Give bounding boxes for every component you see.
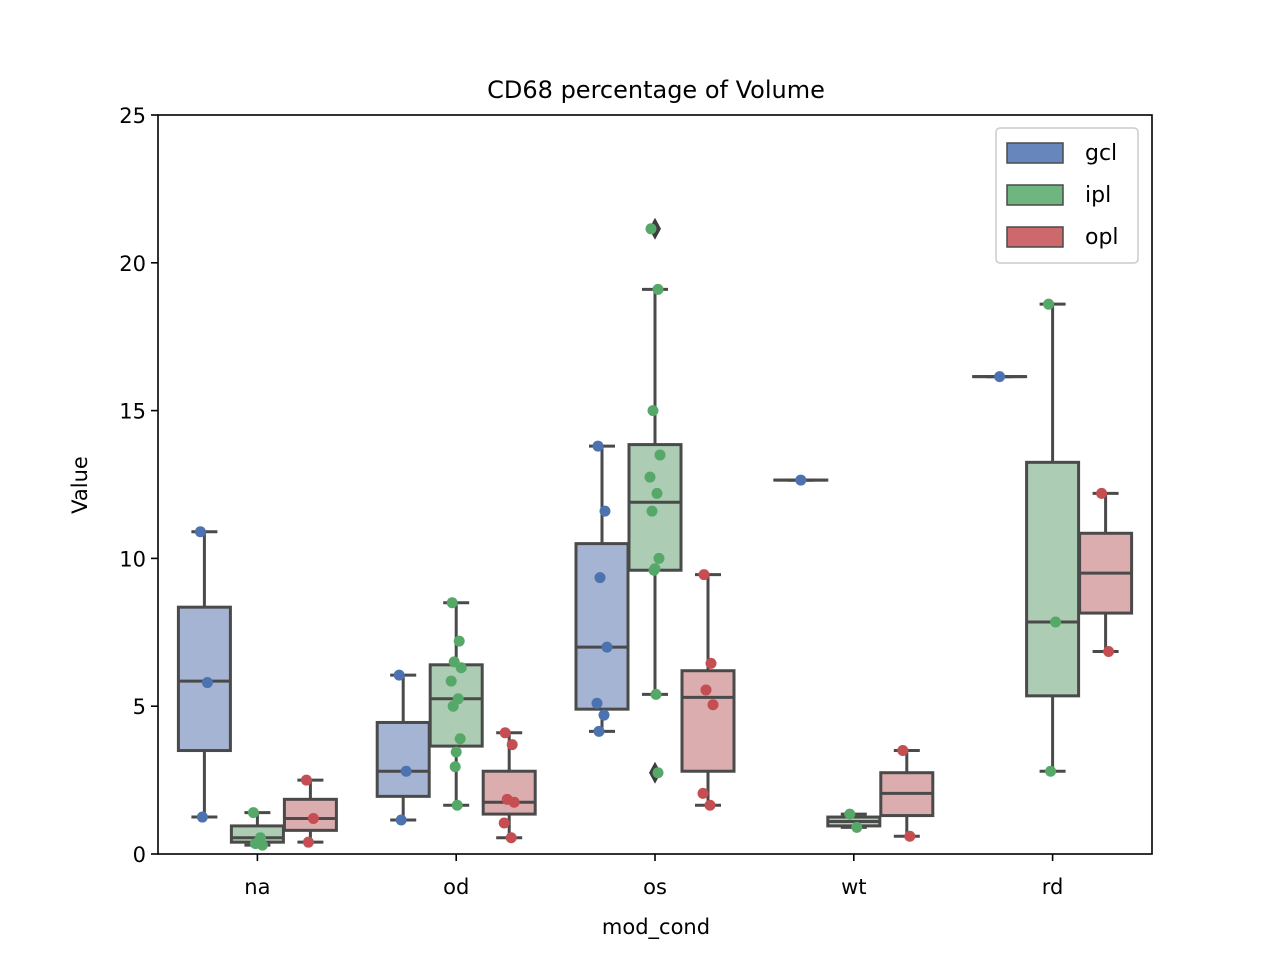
data-point-gcl (598, 709, 610, 721)
data-point-ipl (647, 405, 659, 417)
legend-swatch-gcl (1006, 142, 1064, 164)
data-point-ipl (247, 807, 259, 819)
data-point-opl (707, 699, 719, 711)
data-point-ipl (648, 564, 660, 576)
y-tick-label: 15 (119, 400, 146, 424)
data-point-ipl (454, 733, 466, 745)
box-gcl-od (375, 673, 431, 822)
data-point-gcl (393, 669, 405, 681)
data-point-ipl (645, 223, 657, 235)
data-point-opl (499, 727, 511, 739)
data-point-opl (1096, 487, 1108, 499)
data-point-ipl (451, 799, 463, 811)
data-point-gcl (194, 526, 206, 538)
data-point-ipl (1043, 298, 1055, 310)
data-point-gcl (593, 725, 605, 737)
data-point-ipl (651, 487, 663, 499)
data-point-gcl (592, 440, 604, 452)
x-tick-label: os (643, 875, 667, 899)
data-point-ipl (654, 449, 666, 461)
legend-label-ipl: ipl (1085, 183, 1111, 208)
data-point-ipl (1045, 765, 1057, 777)
data-point-opl (698, 569, 710, 581)
y-axis: 0 5 10 15 20 25 (119, 104, 158, 867)
data-point-ipl (646, 505, 658, 517)
data-point-opl (300, 774, 312, 786)
box-iqr (282, 797, 338, 832)
data-point-opl (897, 745, 909, 757)
data-point-opl (705, 657, 717, 669)
data-point-ipl (447, 700, 459, 712)
data-point-gcl (601, 641, 613, 653)
chart-title: CD68 percentage of Volume (487, 76, 825, 104)
x-axis-label: mod_cond (602, 915, 710, 940)
data-point-ipl (650, 688, 662, 700)
data-point-ipl (256, 839, 268, 851)
data-point-opl (904, 830, 916, 842)
data-point-opl (498, 817, 510, 829)
data-point-opl (506, 739, 518, 751)
legend-label-gcl: gcl (1085, 141, 1117, 166)
data-point-opl (508, 796, 520, 808)
data-point-gcl (594, 572, 606, 584)
data-point-gcl (591, 697, 603, 709)
data-point-ipl (653, 552, 665, 564)
data-point-opl (505, 832, 517, 844)
data-point-ipl (449, 761, 461, 773)
data-point-gcl (994, 371, 1006, 383)
data-point-ipl (450, 746, 462, 758)
box-iqr (574, 542, 630, 711)
data-point-opl (704, 799, 716, 811)
x-axis: na od os wt rd (244, 854, 1063, 899)
y-tick-label: 0 (133, 843, 146, 867)
data-point-opl (700, 684, 712, 696)
box-ipl-rd (1025, 302, 1081, 773)
data-point-ipl (652, 767, 664, 779)
data-point-ipl (445, 675, 457, 687)
x-tick-label: od (443, 875, 469, 899)
data-point-gcl (196, 811, 208, 823)
data-point-ipl (652, 283, 664, 295)
legend-swatch-opl (1006, 226, 1064, 248)
data-point-ipl (644, 471, 656, 483)
y-axis-label: Value (68, 456, 92, 514)
y-tick-label: 20 (119, 252, 146, 276)
box-opl-od (481, 731, 537, 840)
plot-area (176, 217, 1134, 851)
data-point-gcl (400, 765, 412, 777)
x-tick-label: wt (841, 875, 866, 899)
data-point-opl (302, 836, 314, 848)
data-point-gcl (599, 505, 611, 517)
data-point-ipl (453, 635, 465, 647)
box-iqr (1025, 460, 1081, 698)
legend: gcl ipl opl (995, 127, 1139, 264)
box-gcl-os (574, 444, 630, 733)
data-point-ipl (1050, 616, 1062, 628)
legend-label-opl: opl (1085, 225, 1119, 250)
data-point-gcl (395, 814, 407, 826)
data-point-ipl (455, 662, 467, 674)
data-point-ipl (446, 597, 458, 609)
box-iqr (375, 720, 431, 798)
data-point-gcl (795, 474, 807, 486)
data-point-opl (307, 813, 319, 825)
box-iqr (481, 769, 537, 816)
data-point-gcl (201, 677, 213, 689)
y-tick-label: 10 (119, 547, 146, 571)
box-opl-na (282, 778, 338, 844)
x-tick-label: na (244, 875, 270, 899)
data-point-opl (1103, 646, 1115, 658)
box-opl-rd (1078, 491, 1134, 654)
data-point-ipl (844, 808, 856, 820)
data-point-ipl (851, 821, 863, 833)
box-gcl-na (176, 530, 232, 819)
box-opl-wt (879, 749, 935, 838)
data-point-opl (697, 787, 709, 799)
y-tick-label: 25 (119, 104, 146, 128)
legend-swatch-ipl (1006, 184, 1064, 206)
x-tick-label: rd (1042, 875, 1064, 899)
y-tick-label: 5 (133, 695, 146, 719)
